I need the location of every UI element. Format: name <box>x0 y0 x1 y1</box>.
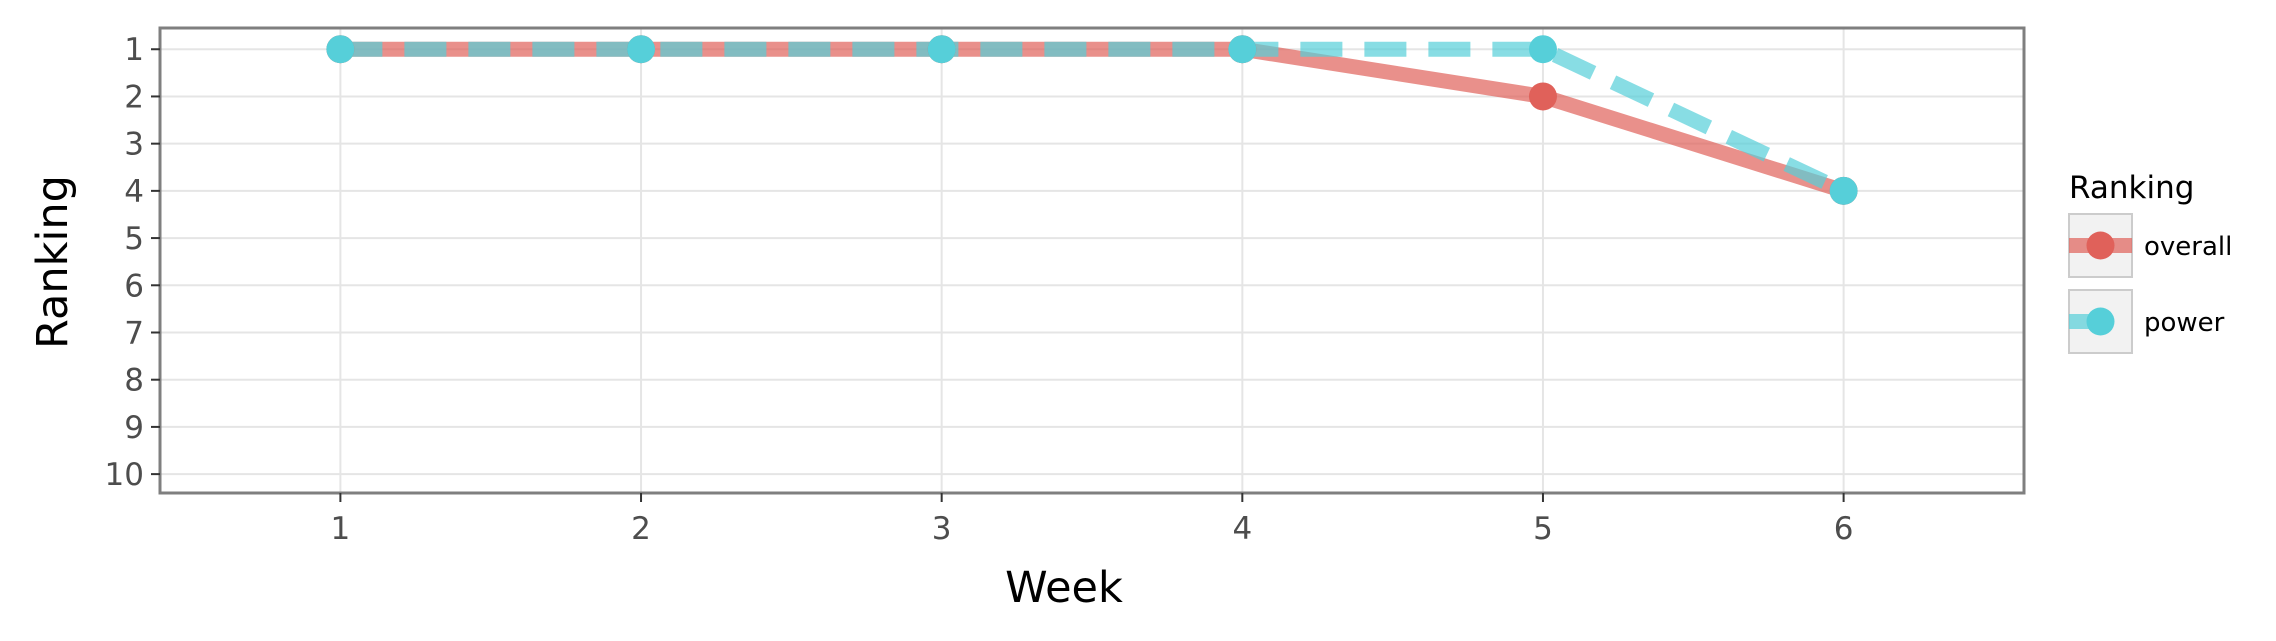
x-tick-label: 5 <box>1533 511 1553 547</box>
x-axis: 1 2 3 4 5 6 <box>331 493 1854 547</box>
x-tick-label: 3 <box>932 511 952 547</box>
series-points <box>326 35 1858 205</box>
data-point-power <box>1228 35 1257 64</box>
legend-label: overall <box>2144 232 2232 262</box>
x-axis-title: Week <box>1005 563 1123 613</box>
legend-item-overall: overall <box>2068 213 2232 278</box>
series-lines <box>340 41 1847 199</box>
data-point-power <box>1829 176 1858 205</box>
y-tick-label: 9 <box>124 410 144 446</box>
y-tick-label: 5 <box>124 221 144 257</box>
legend-key-marker <box>2086 231 2115 260</box>
legend: Ranking overall power <box>2068 170 2232 354</box>
y-tick-label: 1 <box>124 32 144 68</box>
y-axis-title: Ranking <box>28 175 78 349</box>
data-point-power <box>927 35 956 64</box>
plot-border <box>158 26 2026 495</box>
y-axis: 1 2 3 4 5 6 7 8 9 10 <box>105 32 160 493</box>
x-tick-label: 6 <box>1834 511 1854 547</box>
data-point-power <box>627 35 656 64</box>
y-tick-label: 4 <box>124 174 144 210</box>
data-point-overall <box>1528 82 1557 111</box>
data-point-power <box>326 35 355 64</box>
x-tick-label: 2 <box>631 511 651 547</box>
legend-label: power <box>2144 308 2225 338</box>
y-tick-label: 7 <box>124 315 144 351</box>
legend-key-marker <box>2086 307 2115 336</box>
grid-lines <box>160 28 2024 493</box>
y-tick-label: 10 <box>105 457 144 493</box>
data-point-power <box>1528 35 1557 64</box>
y-tick-label: 3 <box>124 127 144 163</box>
y-tick-label: 8 <box>124 363 144 399</box>
x-tick-label: 1 <box>331 511 351 547</box>
y-tick-label: 6 <box>124 268 144 304</box>
y-tick-label: 2 <box>124 79 144 115</box>
x-tick-label: 4 <box>1232 511 1252 547</box>
series-line-overall <box>340 41 1846 199</box>
plot-panel <box>160 28 2024 493</box>
legend-title: Ranking <box>2069 170 2194 206</box>
series-line-power <box>340 41 1847 198</box>
legend-item-power: power <box>2068 289 2225 354</box>
